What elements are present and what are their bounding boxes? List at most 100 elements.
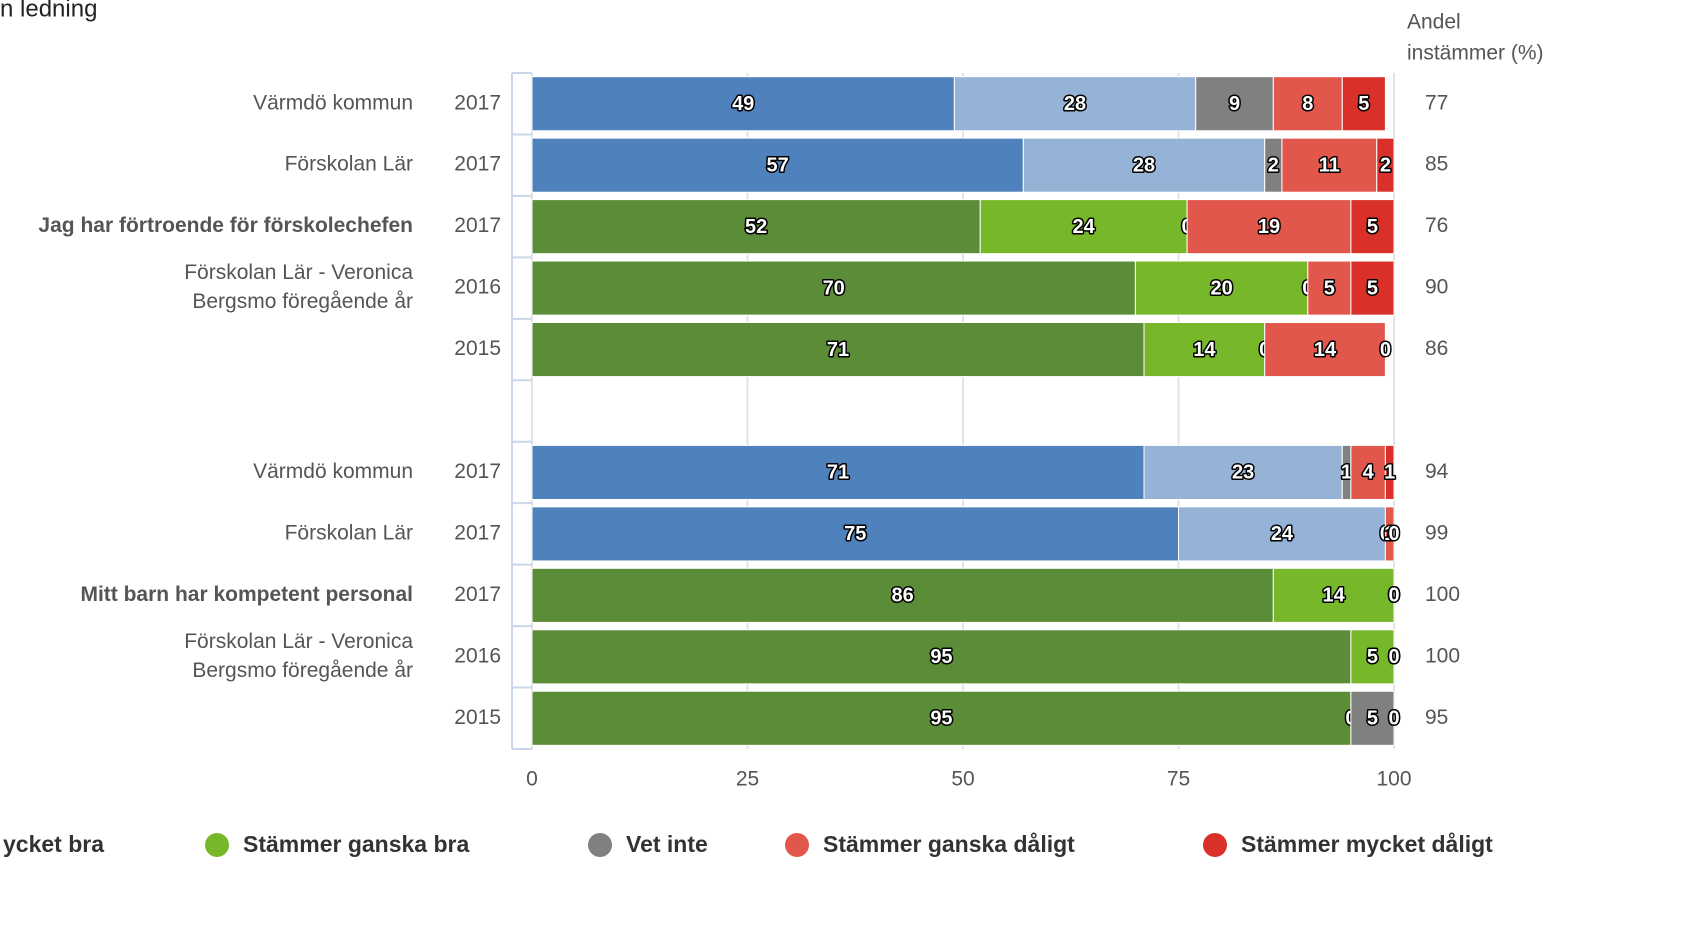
bar-segment <box>531 444 1145 500</box>
x-tick-label: 0 <box>526 768 538 791</box>
data-label: 0 <box>1388 646 1399 668</box>
category-label: Värmdö kommun <box>253 460 413 483</box>
data-label: 5 <box>1367 708 1378 730</box>
legend-marker <box>205 833 229 857</box>
year-label: 2017 <box>454 91 501 114</box>
category-label: Förskolan Lär <box>285 153 413 176</box>
data-label: 19 <box>1258 216 1280 238</box>
data-label: 23 <box>1232 462 1254 484</box>
bar-segment <box>531 322 1145 378</box>
bar-segment <box>1022 137 1266 193</box>
data-label: 5 <box>1358 93 1369 115</box>
data-label: 24 <box>1271 523 1294 545</box>
data-label: 86 <box>892 585 914 607</box>
totals-header: instämmer (%) <box>1407 42 1544 65</box>
x-tick-label: 75 <box>1167 768 1190 791</box>
bar-segment <box>1134 260 1309 316</box>
year-label: 2016 <box>454 276 501 299</box>
bar-segment <box>1350 260 1395 316</box>
total-label: 100 <box>1425 644 1460 667</box>
legend-marker <box>785 833 809 857</box>
total-label: 77 <box>1425 91 1448 114</box>
data-label: 71 <box>827 462 849 484</box>
data-label: 0 <box>1388 646 1399 668</box>
bar-segment <box>531 690 1352 746</box>
data-label: 0 <box>1380 339 1391 361</box>
bar-segment <box>953 76 1197 132</box>
data-label: 95 <box>930 708 952 730</box>
bar-segment <box>1341 76 1386 132</box>
data-label: 5 <box>1367 216 1378 238</box>
data-label: 0 <box>1388 585 1399 607</box>
bar-segment <box>1376 137 1395 193</box>
data-label: 28 <box>1064 93 1086 115</box>
data-label: 49 <box>732 93 754 115</box>
category-label: Bergsmo föregående år <box>192 290 413 313</box>
bar-segment <box>1264 322 1386 378</box>
bar-segment <box>531 506 1179 562</box>
data-label: 24 <box>1073 216 1096 238</box>
bar-segment <box>531 629 1352 685</box>
category-label: Jag har förtroende för förskolechefen <box>38 214 413 237</box>
data-label: 0 <box>1388 585 1399 607</box>
category-label: Förskolan Lär - Veronica <box>184 630 413 653</box>
data-label: 57 <box>767 154 789 176</box>
total-label: 95 <box>1425 706 1448 729</box>
bar-segment <box>1143 322 1266 378</box>
category-label: Förskolan Lär - Veronica <box>184 261 413 284</box>
bar-segment <box>1350 690 1395 746</box>
totals-header: Andel <box>1407 11 1461 34</box>
bar-segment <box>531 76 955 132</box>
year-label: 2017 <box>454 583 501 606</box>
x-tick-label: 25 <box>736 768 759 791</box>
bar-segment <box>1143 444 1343 500</box>
legend-marker <box>588 833 612 857</box>
data-label: 1 <box>1341 462 1352 484</box>
total-label: 90 <box>1425 276 1448 299</box>
data-label: 1 <box>1384 523 1395 545</box>
bar-segment <box>531 260 1136 316</box>
data-label: 0 <box>1388 585 1399 607</box>
bar-segment <box>979 199 1188 255</box>
legend-label: Vet inte <box>626 831 708 857</box>
data-label: 9 <box>1229 93 1240 115</box>
year-label: 2016 <box>454 644 501 667</box>
year-label: 2017 <box>454 153 501 176</box>
x-tick-label: 100 <box>1376 768 1411 791</box>
total-label: 99 <box>1425 521 1448 544</box>
data-label: 4 <box>1363 462 1375 484</box>
bar-segment <box>1195 76 1274 132</box>
data-label: 20 <box>1210 277 1232 299</box>
category-label: Förskolan Lär <box>285 521 413 544</box>
data-label: 5 <box>1367 646 1378 668</box>
total-label: 76 <box>1425 214 1448 237</box>
data-label: 0 <box>1388 708 1399 730</box>
total-label: 100 <box>1425 583 1460 606</box>
data-label: 0 <box>1388 708 1399 730</box>
data-label: 14 <box>1323 585 1346 607</box>
legend-marker <box>1203 833 1227 857</box>
total-label: 86 <box>1425 337 1448 360</box>
data-label: 2 <box>1268 154 1279 176</box>
legend-label: Stämmer mycket dåligt <box>1241 831 1493 857</box>
data-label: 14 <box>1193 339 1216 361</box>
data-label: 2 <box>1380 154 1391 176</box>
data-label: 0 <box>1388 646 1399 668</box>
bar-segment <box>1186 199 1352 255</box>
data-label: 14 <box>1314 339 1337 361</box>
data-label: 8 <box>1302 93 1313 115</box>
data-label: 95 <box>930 646 952 668</box>
data-label: 28 <box>1133 154 1155 176</box>
total-label: 94 <box>1425 460 1449 483</box>
category-label: Mitt barn har kompetent personal <box>80 583 413 606</box>
bar-segment <box>1272 567 1395 623</box>
chart-title: n ledning <box>0 0 97 22</box>
bar-segment <box>1384 506 1395 562</box>
category-label: Värmdö kommun <box>253 91 413 114</box>
bar-segment <box>1350 444 1386 500</box>
bar-segment <box>531 199 981 255</box>
x-tick-label: 50 <box>951 768 974 791</box>
legend-label: ycket bra <box>3 831 104 857</box>
year-label: 2017 <box>454 460 501 483</box>
